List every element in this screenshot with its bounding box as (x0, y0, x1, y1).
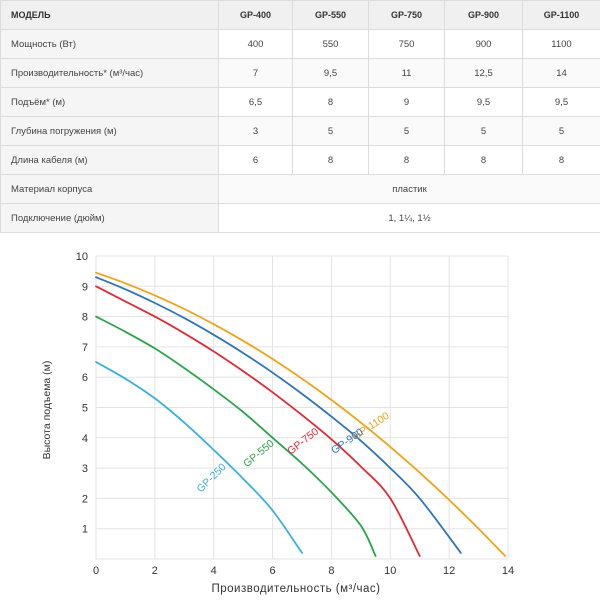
table-header-row: МОДЕЛЬ GP-400 GP-550 GP-750 GP-900 GP-11… (0, 0, 600, 30)
table-cell: 9,5 (444, 87, 523, 117)
header-gp-900: GP-900 (444, 0, 523, 30)
table-cell-merged: пластик (218, 174, 600, 204)
table-cell: 5 (292, 116, 369, 146)
series-line-gp-900 (95, 276, 462, 554)
table-row: Подъём* (м) 6,5 8 9 9,5 9,5 (0, 87, 600, 117)
chart-series (95, 271, 506, 557)
table-cell: 12,5 (444, 58, 523, 88)
y-tick-label: 8 (82, 312, 88, 324)
y-axis-title: Высота подъема (м) (41, 361, 53, 460)
header-gp-550: GP-550 (292, 0, 369, 30)
series-label-gp-550: GP-550 (241, 437, 277, 470)
x-tick-label: 0 (93, 565, 99, 577)
series-label-gp-250: GP-250 (195, 461, 229, 495)
table-cell: 8 (292, 87, 369, 117)
header-gp-1100: GP-1100 (522, 0, 600, 30)
table-cell: 5 (368, 116, 445, 146)
y-tick-label: 10 (76, 251, 88, 263)
table-cell: 5 (444, 116, 523, 146)
table-cell: 8 (444, 145, 523, 175)
chart-grid (95, 255, 509, 560)
x-tick-label: 4 (211, 565, 217, 577)
table-cell: 3 (218, 116, 293, 146)
x-tick-label: 6 (270, 565, 276, 577)
row-label: Мощность (Вт) (0, 29, 219, 59)
y-tick-label: 5 (82, 403, 88, 415)
table-cell-merged: 1, 1¼, 1½ (218, 203, 600, 233)
table-cell: 1100 (522, 29, 600, 59)
y-tick-label: 2 (82, 493, 88, 505)
table-cell: 750 (368, 29, 445, 59)
table-cell: 9,5 (292, 58, 369, 88)
table-cell: 550 (292, 29, 369, 59)
y-tick-label: 6 (82, 372, 88, 384)
x-tick-label: 14 (502, 565, 514, 577)
x-tick-label: 8 (328, 565, 334, 577)
x-tick-label: 12 (443, 565, 455, 577)
table-row: Материал корпуса пластик (0, 174, 600, 204)
row-label: Длина кабеля (м) (0, 145, 219, 175)
series-line-gp-750 (95, 285, 421, 557)
table-row: Глубина погружения (м) 3 5 5 5 5 (0, 116, 600, 146)
table-cell: 900 (444, 29, 523, 59)
table-cell: 9,5 (522, 87, 600, 117)
table-cell: 7 (218, 58, 293, 88)
table-cell: 5 (522, 116, 600, 146)
row-label: Подъём* (м) (0, 87, 219, 117)
table-row: Производительность* (м³/час) 7 9,5 11 12… (0, 58, 600, 88)
y-tick-label: 4 (82, 433, 88, 445)
table-row: Длина кабеля (м) 6 8 8 8 8 (0, 145, 600, 175)
header-gp-750: GP-750 (368, 0, 445, 30)
row-label: Производительность* (м³/час) (0, 58, 219, 88)
table-cell: 9 (368, 87, 445, 117)
row-label: Материал корпуса (0, 174, 219, 204)
row-label: Подключение (дюйм) (0, 203, 219, 233)
x-axis-title: Производительность (м³/час) (211, 583, 380, 595)
table-cell: 8 (368, 145, 445, 175)
y-tick-label: 9 (82, 281, 88, 293)
x-tick-label: 10 (384, 565, 396, 577)
series-label-gp-750: GP-750 (285, 426, 321, 458)
specs-table: МОДЕЛЬ GP-400 GP-550 GP-750 GP-900 GP-11… (0, 0, 600, 233)
table-cell: 14 (522, 58, 600, 88)
series-line-gp-1100 (95, 271, 506, 557)
table-cell: 6,5 (218, 87, 293, 117)
table-cell: 400 (218, 29, 293, 59)
y-tick-label: 3 (82, 463, 88, 475)
row-label: Глубина погружения (м) (0, 116, 219, 146)
x-tick-label: 2 (152, 565, 158, 577)
series-line-gp-250 (95, 361, 303, 554)
header-gp-400: GP-400 (218, 0, 293, 30)
y-tick-label: 7 (82, 342, 88, 354)
table-row: Подключение (дюйм) 1, 1¼, 1½ (0, 203, 600, 233)
series-line-gp-550 (95, 315, 377, 557)
table-cell: 8 (292, 145, 369, 175)
table-cell: 11 (368, 58, 445, 88)
table-cell: 6 (218, 145, 293, 175)
table-cell: 8 (522, 145, 600, 175)
table-row: Мощность (Вт) 400 550 750 900 1100 (0, 29, 600, 59)
y-tick-label: 1 (82, 524, 88, 536)
header-model: МОДЕЛЬ (0, 0, 219, 30)
